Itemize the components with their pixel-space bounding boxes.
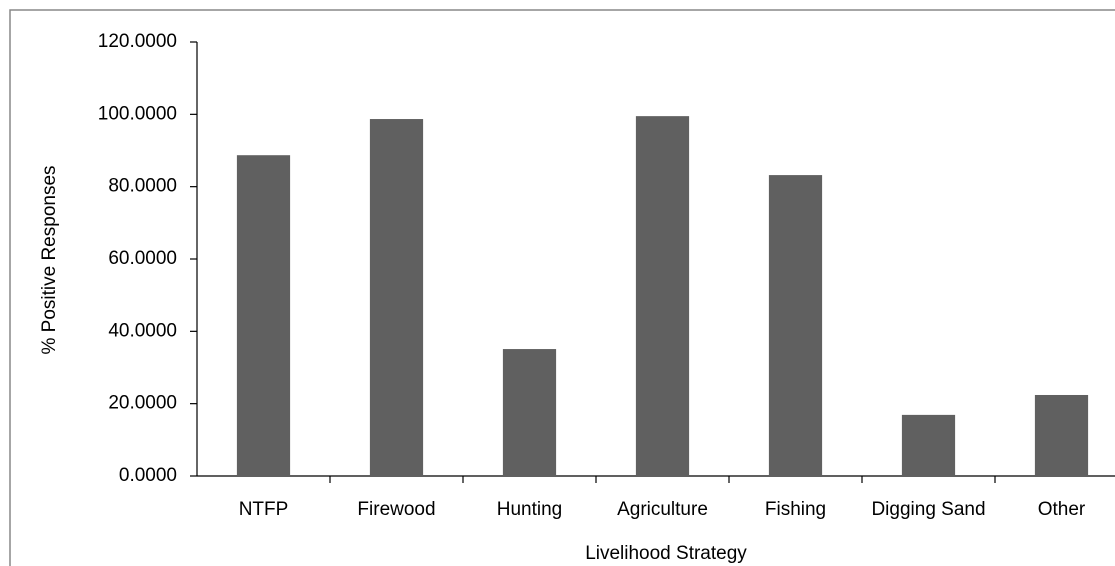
y-axis-title: % Positive Responses bbox=[39, 165, 60, 354]
x-axis-title: Livelihood Strategy bbox=[585, 543, 747, 564]
y-tick-label: 80.0000 bbox=[108, 176, 177, 197]
bar bbox=[236, 155, 291, 476]
x-tick-label: Agriculture bbox=[617, 499, 708, 520]
y-tick-label: 60.0000 bbox=[108, 248, 177, 269]
bar bbox=[768, 175, 823, 477]
bar bbox=[369, 119, 424, 476]
y-tick-label: 120.0000 bbox=[98, 31, 177, 52]
x-tick-label: NTFP bbox=[239, 499, 289, 520]
x-tick-label: Hunting bbox=[497, 499, 563, 520]
bar bbox=[635, 116, 690, 477]
y-tick-label: 40.0000 bbox=[108, 320, 177, 341]
x-tick-label: Fishing bbox=[765, 499, 826, 520]
x-tick-label: Firewood bbox=[357, 499, 435, 520]
x-tick-label: Other bbox=[1038, 499, 1086, 520]
x-tick-label: Digging Sand bbox=[871, 499, 985, 520]
bar bbox=[901, 414, 956, 476]
y-tick-label: 0.0000 bbox=[119, 465, 177, 486]
bar bbox=[1034, 394, 1089, 476]
y-tick-label: 100.0000 bbox=[98, 103, 177, 124]
y-tick-label: 20.0000 bbox=[108, 393, 177, 414]
bar bbox=[502, 349, 557, 476]
